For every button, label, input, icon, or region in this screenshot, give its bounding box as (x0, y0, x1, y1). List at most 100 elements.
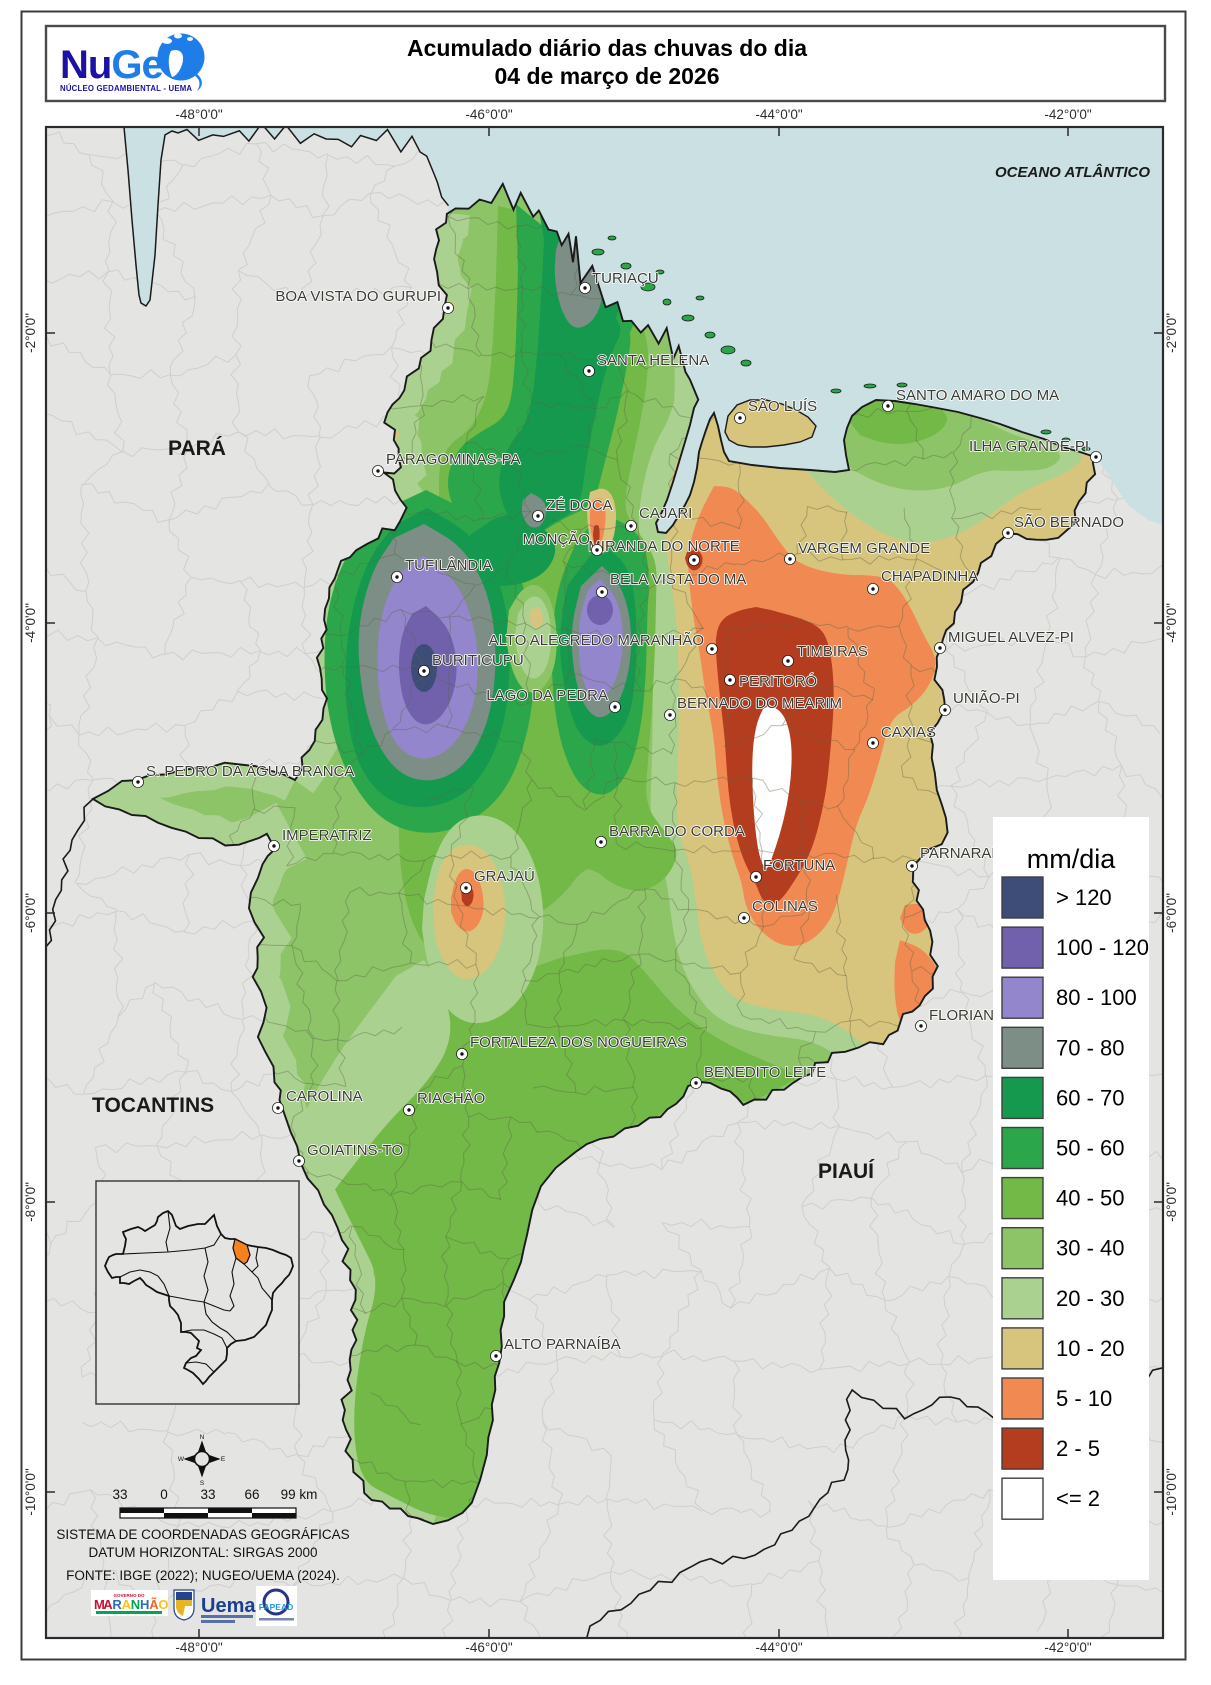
svg-text:PARÁ: PARÁ (168, 437, 226, 460)
svg-text:-6°0'0": -6°0'0" (1164, 893, 1179, 933)
svg-text:-2°0'0": -2°0'0" (23, 313, 38, 353)
svg-text:E: E (221, 1456, 226, 1463)
svg-text:2 - 5: 2 - 5 (1056, 1436, 1100, 1461)
svg-text:-4°0'0": -4°0'0" (23, 603, 38, 643)
svg-text:-8°0'0": -8°0'0" (23, 1182, 38, 1222)
svg-text:NuGe: NuGe (60, 43, 163, 87)
svg-text:> 120: > 120 (1056, 885, 1112, 910)
svg-text:Ã: Ã (149, 1597, 159, 1612)
svg-text:PARAGOMINAS-PA: PARAGOMINAS-PA (386, 451, 520, 468)
svg-text:TURIAÇU: TURIAÇU (592, 270, 659, 287)
svg-text:TUFILÂNDIA: TUFILÂNDIA (405, 557, 493, 574)
svg-text:33: 33 (112, 1487, 127, 1502)
svg-text:CAROLINA: CAROLINA (286, 1088, 363, 1105)
svg-text:H: H (140, 1597, 149, 1612)
svg-text:LAGO DA PEDRA: LAGO DA PEDRA (486, 687, 608, 704)
svg-text:N: N (131, 1597, 140, 1612)
svg-text:Acumulado diário das chuvas do: Acumulado diário das chuvas do dia (407, 35, 807, 61)
svg-text:PERITORÓ: PERITORÓ (739, 673, 817, 690)
svg-text:-44°0'0": -44°0'0" (755, 1640, 803, 1655)
svg-text:<= 2: <= 2 (1056, 1486, 1100, 1511)
svg-text:99 km: 99 km (281, 1487, 318, 1502)
svg-text:FORTUNA: FORTUNA (763, 857, 835, 874)
svg-text:GOVERNO DO: GOVERNO DO (113, 1593, 145, 1598)
svg-text:R: R (112, 1597, 122, 1612)
svg-text:PIAUÍ: PIAUÍ (818, 1160, 875, 1183)
svg-text:04 de março de 2026: 04 de março de 2026 (494, 63, 719, 89)
svg-text:PARNARAMA: PARNARAMA (920, 845, 1014, 862)
svg-text:SISTEMA DE COORDENADAS GEOGRÁF: SISTEMA DE COORDENADAS GEOGRÁFICAS (56, 1527, 349, 1542)
svg-text:BARRA DO CORDA: BARRA DO CORDA (609, 823, 745, 840)
svg-text:-10°0'0": -10°0'0" (1164, 1468, 1179, 1516)
svg-text:5 - 10: 5 - 10 (1056, 1386, 1112, 1411)
svg-text:GRAJAÚ: GRAJAÚ (474, 868, 535, 885)
svg-text:BENEDITO LEITE: BENEDITO LEITE (704, 1064, 826, 1081)
svg-text:mm/dia: mm/dia (1027, 844, 1116, 874)
svg-text:10 - 20: 10 - 20 (1056, 1336, 1125, 1361)
svg-text:FORTALEZA DOS NOGUEIRAS: FORTALEZA DOS NOGUEIRAS (470, 1034, 687, 1051)
svg-text:70 - 80: 70 - 80 (1056, 1035, 1125, 1060)
svg-text:100 - 120: 100 - 120 (1056, 935, 1149, 960)
svg-text:ILHA GRANDE-PI: ILHA GRANDE-PI (969, 438, 1089, 455)
svg-text:M: M (94, 1597, 105, 1612)
svg-text:MIRANDA DO NORTE: MIRANDA DO NORTE (588, 538, 739, 555)
svg-text:N: N (200, 1434, 205, 1441)
svg-text:S. PEDRO DA ÁGUA BRANCA: S. PEDRO DA ÁGUA BRANCA (146, 763, 354, 780)
svg-text:FAPEAD: FAPEAD (259, 1602, 293, 1612)
svg-text:SANTO AMARO DO MA: SANTO AMARO DO MA (896, 387, 1059, 404)
svg-text:-42°0'0": -42°0'0" (1044, 1640, 1092, 1655)
svg-text:CHAPADINHA: CHAPADINHA (881, 568, 978, 585)
svg-text:MIGUEL ALVEZ-PI: MIGUEL ALVEZ-PI (948, 629, 1074, 646)
svg-text:CAXIAS: CAXIAS (881, 724, 936, 741)
svg-text:20 - 30: 20 - 30 (1056, 1286, 1125, 1311)
svg-text:BELA VISTA DO MA: BELA VISTA DO MA (610, 571, 746, 588)
svg-text:-2°0'0": -2°0'0" (1164, 313, 1179, 353)
svg-text:SANTA HELENA: SANTA HELENA (597, 352, 709, 369)
svg-text:60 - 70: 60 - 70 (1056, 1085, 1125, 1110)
svg-text:UNIÃO-PI: UNIÃO-PI (953, 690, 1020, 707)
svg-text:-42°0'0": -42°0'0" (1044, 107, 1092, 122)
svg-text:-6°0'0": -6°0'0" (23, 893, 38, 933)
svg-text:A: A (103, 1597, 113, 1612)
svg-text:MONÇÃO: MONÇÃO (523, 531, 591, 548)
svg-text:OCEANO ATLÂNTICO: OCEANO ATLÂNTICO (995, 163, 1150, 181)
svg-text:SÃO BERNADO: SÃO BERNADO (1014, 514, 1124, 531)
svg-text:SÃO LUÍS: SÃO LUÍS (748, 398, 817, 415)
svg-text:A: A (122, 1597, 132, 1612)
svg-text:30 - 40: 30 - 40 (1056, 1236, 1125, 1261)
svg-text:BURITICUPU: BURITICUPU (432, 652, 524, 669)
svg-text:33: 33 (200, 1487, 215, 1502)
svg-text:80 - 100: 80 - 100 (1056, 985, 1137, 1010)
svg-text:66: 66 (244, 1487, 259, 1502)
svg-text:VARGEM GRANDE: VARGEM GRANDE (798, 540, 930, 557)
svg-text:TIMBIRAS: TIMBIRAS (797, 643, 868, 660)
svg-text:DATUM HORIZONTAL: SIRGAS 2000: DATUM HORIZONTAL: SIRGAS 2000 (88, 1545, 317, 1560)
svg-text:ZÉ DOCA: ZÉ DOCA (546, 497, 613, 514)
svg-text:-46°0'0": -46°0'0" (465, 1640, 513, 1655)
svg-text:TOCANTINS: TOCANTINS (92, 1094, 214, 1117)
svg-text:NÚCLEO GEDAMBIENTAL - UEMA: NÚCLEO GEDAMBIENTAL - UEMA (60, 84, 192, 93)
svg-text:ALTO ALEGREDO MARANHÃO: ALTO ALEGREDO MARANHÃO (489, 632, 704, 649)
svg-text:GOIATINS-TO: GOIATINS-TO (307, 1142, 403, 1159)
svg-text:-4°0'0": -4°0'0" (1164, 603, 1179, 643)
svg-text:IMPERATRIZ: IMPERATRIZ (282, 827, 372, 844)
svg-text:CAJARI: CAJARI (639, 505, 692, 522)
svg-text:50 - 60: 50 - 60 (1056, 1136, 1125, 1161)
svg-text:-44°0'0": -44°0'0" (755, 107, 803, 122)
svg-text:-8°0'0": -8°0'0" (1164, 1182, 1179, 1222)
svg-text:BOA VISTA DO GURUPI: BOA VISTA DO GURUPI (275, 288, 441, 305)
svg-text:40 - 50: 40 - 50 (1056, 1186, 1125, 1211)
svg-text:-46°0'0": -46°0'0" (465, 107, 513, 122)
svg-text:S: S (200, 1480, 205, 1487)
svg-text:COLINAS: COLINAS (752, 898, 818, 915)
svg-text:-48°0'0": -48°0'0" (175, 107, 223, 122)
svg-text:Uema: Uema (201, 1595, 256, 1617)
svg-text:-48°0'0": -48°0'0" (175, 1640, 223, 1655)
svg-text:ALTO PARNAÍBA: ALTO PARNAÍBA (504, 1336, 621, 1353)
svg-text:W: W (178, 1456, 185, 1463)
svg-text:FONTE: IBGE (2022); NUGEO/UEMA: FONTE: IBGE (2022); NUGEO/UEMA (2024). (66, 1568, 340, 1583)
svg-text:O: O (158, 1597, 168, 1612)
svg-text:RIACHÃO: RIACHÃO (417, 1090, 485, 1107)
svg-text:FLORIANO: FLORIANO (929, 1007, 1006, 1024)
svg-text:0: 0 (160, 1487, 168, 1502)
